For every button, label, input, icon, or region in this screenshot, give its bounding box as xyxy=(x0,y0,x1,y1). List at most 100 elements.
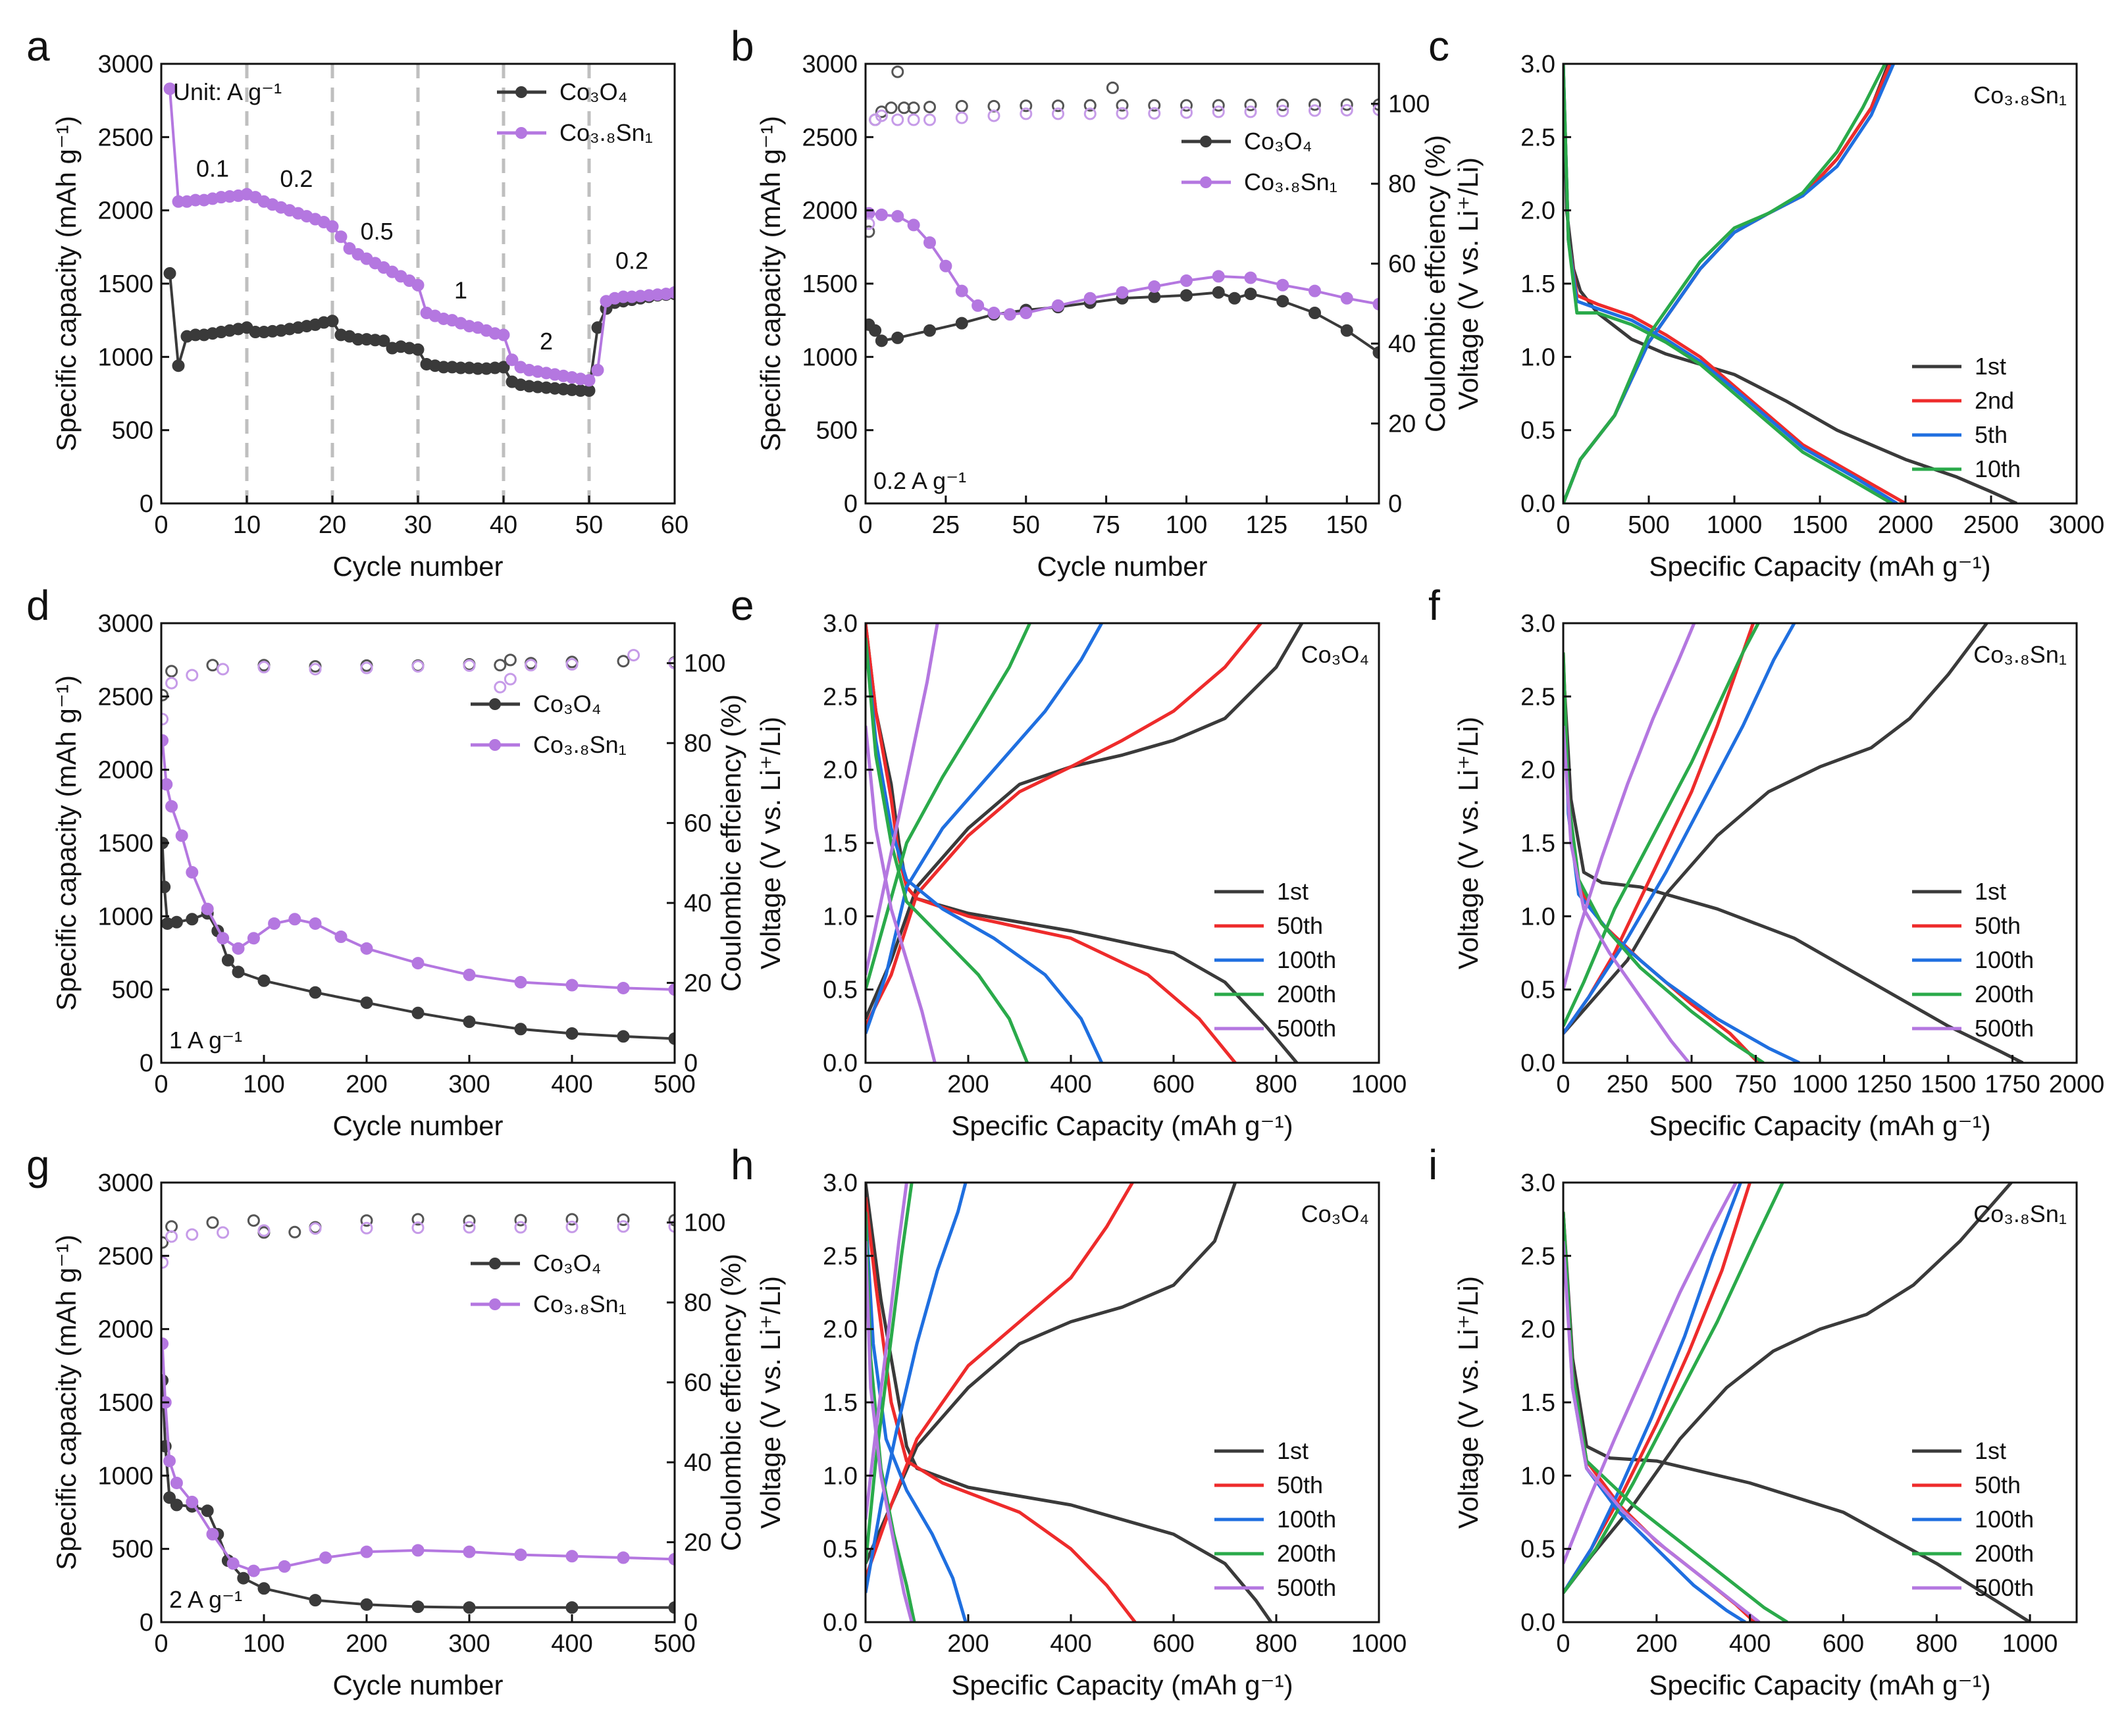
ce-marker xyxy=(217,1226,230,1239)
series-line xyxy=(1563,623,1696,990)
x-tick-label: 500 xyxy=(1628,511,1669,539)
ce-marker xyxy=(504,653,517,667)
data-marker xyxy=(232,942,245,955)
data-marker xyxy=(565,979,579,992)
data-marker xyxy=(891,210,904,223)
data-marker xyxy=(1276,295,1289,308)
ce-marker xyxy=(161,1256,169,1269)
ce-marker xyxy=(463,1214,476,1227)
x-tick-label: 1000 xyxy=(1792,1071,1848,1098)
x-tick-label: 10 xyxy=(233,511,261,539)
legend-label: 200th xyxy=(1975,981,2034,1008)
x-tick-label: 2500 xyxy=(1963,511,2019,539)
y2-tick-label: 20 xyxy=(1388,411,1416,438)
y-tick-label: 1500 xyxy=(97,830,153,857)
data-marker xyxy=(278,1560,291,1573)
y-tick-label: 1.5 xyxy=(823,830,858,857)
data-marker xyxy=(1244,271,1257,284)
series-line xyxy=(1563,623,1988,1035)
series-line xyxy=(1563,1183,1751,1594)
ce-marker xyxy=(1309,98,1321,111)
data-marker xyxy=(565,1550,579,1563)
series-line xyxy=(1563,1212,2031,1622)
data-marker xyxy=(1372,346,1379,359)
data-marker xyxy=(170,1476,183,1489)
ce-marker xyxy=(1116,99,1129,112)
y-tick-label: 2500 xyxy=(97,124,153,151)
ce-marker xyxy=(1276,99,1289,112)
y-tick-label: 2.5 xyxy=(823,683,858,711)
y-tick-label: 2.0 xyxy=(823,1316,858,1344)
series-line xyxy=(866,638,1104,1063)
data-marker xyxy=(923,236,936,249)
plot-area xyxy=(866,1183,1273,1622)
y-tick-label: 1000 xyxy=(802,344,858,371)
x-tick-label: 1500 xyxy=(1921,1071,1977,1098)
data-marker xyxy=(232,965,245,979)
ce-marker xyxy=(1083,107,1097,120)
data-marker xyxy=(163,82,176,95)
legend-label: 500th xyxy=(1975,1015,2034,1042)
y-tick-label: 0.5 xyxy=(823,977,858,1004)
data-marker xyxy=(257,974,271,987)
data-marker xyxy=(1180,274,1193,288)
legend: 1st 2nd 5th 10th xyxy=(1912,353,2021,482)
series-line xyxy=(866,1197,1137,1622)
panel-g: g0 100 200 300 400 50005001000150020002500300… xyxy=(26,1141,746,1700)
y-tick-label: 1.5 xyxy=(1520,1389,1555,1417)
legend-label: 1st xyxy=(1975,353,2006,380)
data-marker xyxy=(668,1601,675,1614)
x-axis-label: Specific Capacity (mAh g⁻¹) xyxy=(951,1110,1293,1141)
data-marker xyxy=(247,932,260,945)
series-line xyxy=(1563,1226,1746,1622)
y-tick-label: 2.5 xyxy=(1520,683,1555,711)
y-tick-label: 2.0 xyxy=(1520,1316,1555,1344)
y-tick-label: 3.0 xyxy=(823,1169,858,1197)
series-line xyxy=(866,623,1031,990)
rate-label: 0.2 xyxy=(615,247,648,274)
panel-letter: a xyxy=(26,22,50,70)
legend-label: 50th xyxy=(1277,912,1323,939)
panel-letter: d xyxy=(26,582,50,629)
y2-tick-label: 100 xyxy=(1388,91,1430,118)
legend-label: 1st xyxy=(1277,878,1309,905)
data-marker xyxy=(172,359,185,372)
y-tick-label: 3000 xyxy=(97,51,153,78)
data-marker xyxy=(411,278,425,292)
data-marker xyxy=(343,242,356,255)
data-marker xyxy=(1003,308,1016,321)
ce-marker xyxy=(869,113,882,126)
y-axis-label: Voltage (V vs. Li⁺/Li) xyxy=(755,717,786,969)
ce-marker xyxy=(411,1221,425,1235)
x-tick-label: 500 xyxy=(654,1630,695,1658)
panel-letter: c xyxy=(1428,22,1449,70)
y-tick-label: 1500 xyxy=(802,270,858,298)
y-tick-label: 0.0 xyxy=(823,1609,858,1637)
legend-marker xyxy=(489,1298,501,1310)
x-tick-label: 500 xyxy=(654,1071,695,1098)
ce-marker xyxy=(161,713,169,726)
y-axis-label: Specific capacity (mAh g⁻¹) xyxy=(51,1235,82,1570)
x-tick-label: 0 xyxy=(1556,1071,1570,1098)
ce-marker xyxy=(161,1236,169,1249)
legend-marker xyxy=(515,86,527,98)
ce-marker xyxy=(463,659,476,672)
ce-marker xyxy=(504,673,517,686)
legend-label: Co₃.₈Sn₁ xyxy=(533,1290,627,1317)
x-tick-label: 150 xyxy=(1326,511,1368,539)
y2-tick-label: 20 xyxy=(684,970,712,998)
data-marker xyxy=(1212,270,1225,283)
series-line xyxy=(1563,1212,1788,1622)
series-line xyxy=(1563,64,1893,503)
data-marker xyxy=(334,931,348,944)
data-marker xyxy=(217,932,230,945)
legend-label: 50th xyxy=(1975,1471,2021,1498)
ce-marker xyxy=(1083,99,1097,112)
legend-label: Co₃O₄ xyxy=(1244,128,1312,155)
y-tick-label: 2500 xyxy=(97,683,153,711)
ce-marker xyxy=(1276,105,1289,118)
x-tick-label: 1000 xyxy=(1351,1630,1407,1658)
data-marker xyxy=(668,983,675,996)
x-axis-label: Specific Capacity (mAh g⁻¹) xyxy=(951,1670,1293,1700)
